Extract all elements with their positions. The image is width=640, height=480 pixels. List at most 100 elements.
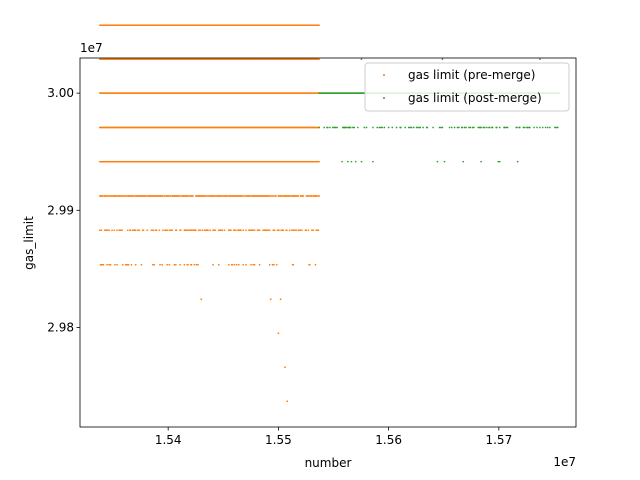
scatter-point [349, 126, 352, 129]
scatter-point [249, 229, 252, 232]
scatter-point [376, 126, 379, 129]
outlier-point [279, 298, 282, 301]
scatter-point [315, 229, 318, 232]
scatter-point [498, 160, 501, 163]
scatter-point [316, 195, 318, 197]
scatter-point [167, 195, 170, 197]
scatter-point [311, 229, 313, 232]
scatter-point [554, 126, 556, 129]
scatter-point [257, 229, 260, 232]
scatter-point [123, 195, 126, 197]
scatter-point [119, 229, 122, 232]
scatter-point [443, 160, 446, 163]
scatter-point [271, 195, 274, 197]
scatter-point [159, 263, 161, 266]
scatter-point [395, 126, 398, 129]
scatter-point [178, 195, 181, 197]
scatter-point [245, 263, 247, 266]
scatter-point [168, 263, 171, 266]
scatter-point [108, 229, 110, 232]
scatter-point [190, 263, 193, 266]
scatter-point [268, 263, 271, 266]
scatter-point [201, 229, 204, 232]
y-offset-label: 1e7 [80, 41, 103, 55]
scatter-point [301, 229, 303, 232]
scatter-point [206, 195, 209, 197]
scatter-point [130, 263, 133, 266]
scatter-point [233, 229, 236, 232]
scatter-point [298, 229, 300, 232]
scatter-point [305, 195, 308, 197]
scatter-point [105, 195, 108, 197]
scatter-point [185, 229, 188, 232]
scatter-point [241, 195, 244, 197]
scatter-point [273, 263, 275, 266]
scatter-point [217, 263, 220, 266]
y-axis-label: gas_limit [22, 216, 36, 270]
scatter-point [491, 126, 494, 129]
scatter-point [483, 126, 486, 129]
scatter-point [450, 126, 453, 129]
scatter-point [469, 126, 472, 129]
scatter-point [410, 126, 413, 129]
scatter-point [378, 126, 381, 129]
scatter-point [302, 195, 305, 197]
scatter-point [326, 126, 329, 129]
legend: gas limit (pre-merge) gas limit (post-me… [364, 62, 570, 112]
scatter-point [331, 126, 334, 129]
scatter-point [526, 126, 529, 129]
scatter-point [192, 195, 194, 197]
scatter-point [546, 126, 549, 129]
scatter-point [152, 229, 155, 232]
scatter-point [409, 126, 412, 129]
scatter-point [480, 160, 482, 163]
scatter-point [292, 229, 295, 232]
x-tick-label: 1.56 [375, 433, 402, 447]
scatter-point [498, 126, 501, 129]
outlier-point [277, 332, 280, 335]
scatter-point [100, 229, 103, 232]
scatter-point [440, 126, 442, 129]
scatter-point [505, 126, 508, 129]
scatter-point [258, 263, 261, 266]
scatter-point [250, 263, 252, 266]
scatter-point [235, 263, 238, 266]
x-tick-label: 1.57 [485, 433, 512, 447]
scatter-point [111, 229, 113, 232]
scatter-point [258, 229, 261, 232]
scatter-point [195, 263, 198, 266]
scatter-point [528, 126, 531, 129]
scatter-point [179, 229, 182, 232]
scatter-point [106, 229, 109, 232]
scatter-point [357, 126, 359, 129]
scatter-point [360, 160, 363, 163]
scatter-point [336, 126, 338, 129]
scatter-point [188, 229, 191, 232]
x-tick-label: 1.55 [265, 433, 292, 447]
scatter-point [166, 229, 169, 232]
scatter-point [162, 195, 164, 197]
scatter-point [212, 229, 215, 232]
scatter-point [223, 229, 226, 232]
scatter-point [318, 58, 320, 61]
scatter-point [233, 263, 236, 266]
scatter-point [107, 195, 110, 197]
scatter-point [417, 126, 419, 129]
scatter-point [251, 229, 254, 232]
scatter-point [174, 263, 177, 266]
scatter-point [350, 160, 353, 163]
scatter-point [212, 263, 214, 266]
scatter-point [305, 229, 308, 232]
scatter-point [121, 263, 124, 266]
scatter-point [265, 229, 268, 232]
scatter-point [334, 126, 337, 129]
scatter-point [438, 126, 441, 129]
scatter-point [169, 229, 171, 232]
scatter-point [166, 263, 169, 266]
outlier-point [200, 298, 203, 301]
scatter-point [194, 229, 197, 232]
scatter-point [169, 195, 172, 197]
scatter-point [214, 195, 217, 197]
scatter-point [267, 229, 270, 232]
